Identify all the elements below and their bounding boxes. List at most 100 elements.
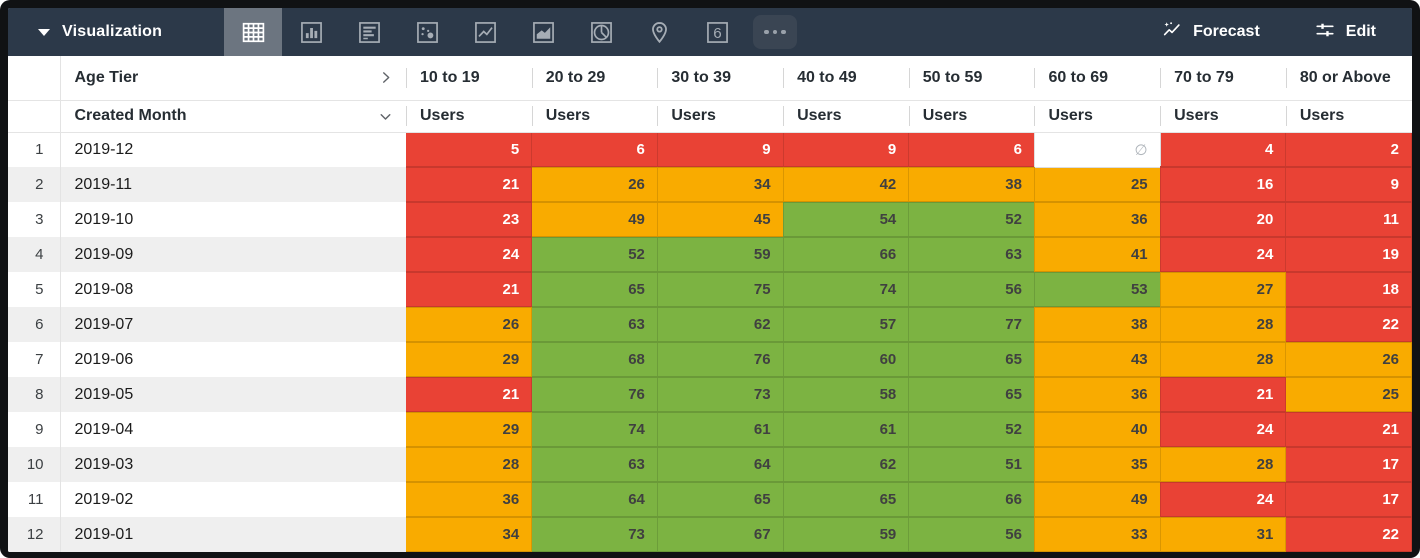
value-cell[interactable]: 67	[657, 517, 784, 552]
value-cell[interactable]: 2	[1285, 132, 1412, 168]
value-cell[interactable]: 42	[783, 167, 910, 203]
column-header-6[interactable]: 60 to 69	[1034, 56, 1161, 101]
value-cell[interactable]: 28	[1160, 342, 1287, 378]
value-cell[interactable]: 54	[783, 202, 910, 238]
value-cell[interactable]: 35	[1034, 447, 1161, 483]
month-cell[interactable]: 2019-11	[59, 167, 406, 202]
value-cell[interactable]: 76	[531, 377, 658, 413]
more-options-icon[interactable]	[746, 8, 804, 56]
month-cell[interactable]: 2019-03	[59, 447, 406, 482]
value-cell[interactable]: 62	[657, 307, 784, 343]
measure-header-8[interactable]: Users	[1285, 100, 1412, 133]
value-cell[interactable]: 74	[783, 272, 910, 308]
value-cell[interactable]: 49	[531, 202, 658, 238]
value-cell[interactable]: 66	[783, 237, 910, 273]
month-cell[interactable]: 2019-09	[59, 237, 406, 272]
value-cell[interactable]: 36	[406, 482, 533, 518]
value-cell[interactable]: 34	[657, 167, 784, 203]
value-cell[interactable]: 65	[908, 342, 1035, 378]
value-cell[interactable]: 26	[531, 167, 658, 203]
null-value-cell[interactable]: ∅	[1033, 131, 1161, 168]
visualization-section-toggle[interactable]: Visualization	[8, 8, 224, 56]
value-cell[interactable]: 65	[908, 377, 1035, 413]
value-cell[interactable]: 28	[1160, 447, 1287, 483]
value-cell[interactable]: 25	[1285, 377, 1412, 413]
column-header-2[interactable]: 20 to 29	[531, 56, 658, 101]
value-cell[interactable]: 28	[1160, 307, 1287, 343]
value-cell[interactable]: 18	[1285, 272, 1412, 308]
value-cell[interactable]: 9	[1285, 167, 1412, 203]
value-cell[interactable]: 66	[908, 482, 1035, 518]
value-cell[interactable]: 26	[1285, 342, 1412, 378]
month-cell[interactable]: 2019-05	[59, 377, 406, 412]
value-cell[interactable]: 9	[657, 132, 784, 168]
value-cell[interactable]: 27	[1160, 272, 1287, 308]
value-cell[interactable]: 52	[531, 237, 658, 273]
value-cell[interactable]: 24	[1160, 482, 1287, 518]
value-cell[interactable]: 22	[1285, 307, 1412, 343]
value-cell[interactable]: 21	[406, 272, 533, 308]
month-cell[interactable]: 2019-04	[59, 412, 406, 447]
value-cell[interactable]: 65	[657, 482, 784, 518]
month-cell[interactable]: 2019-08	[59, 272, 406, 307]
value-cell[interactable]: 57	[783, 307, 910, 343]
value-cell[interactable]: 34	[406, 517, 533, 552]
value-cell[interactable]: 22	[1285, 517, 1412, 552]
value-cell[interactable]: 38	[908, 167, 1035, 203]
value-cell[interactable]: 49	[1034, 482, 1161, 518]
value-cell[interactable]: 36	[1034, 202, 1161, 238]
value-cell[interactable]: 73	[657, 377, 784, 413]
value-cell[interactable]: 25	[1034, 167, 1161, 203]
month-cell[interactable]: 2019-02	[59, 482, 406, 517]
month-cell[interactable]: 2019-07	[59, 307, 406, 342]
value-cell[interactable]: 24	[1160, 237, 1287, 273]
column-header-7[interactable]: 70 to 79	[1160, 56, 1286, 101]
month-cell[interactable]: 2019-06	[59, 342, 406, 377]
value-cell[interactable]: 21	[1285, 412, 1412, 448]
value-cell[interactable]: 68	[531, 342, 658, 378]
value-cell[interactable]: 24	[1160, 412, 1287, 448]
measure-header-6[interactable]: Users	[1034, 100, 1161, 133]
single-value-icon[interactable]: 6	[688, 8, 746, 56]
value-cell[interactable]: 63	[531, 307, 658, 343]
column-chart-icon[interactable]	[282, 8, 340, 56]
value-cell[interactable]: 11	[1285, 202, 1412, 238]
value-cell[interactable]: 16	[1160, 167, 1287, 203]
month-cell[interactable]: 2019-01	[59, 517, 406, 552]
value-cell[interactable]: 59	[657, 237, 784, 273]
column-header-3[interactable]: 30 to 39	[657, 56, 784, 101]
row-dimension-header[interactable]: Created Month	[59, 100, 406, 133]
value-cell[interactable]: 4	[1160, 132, 1287, 168]
value-cell[interactable]: 33	[1034, 517, 1161, 552]
value-cell[interactable]: 52	[908, 412, 1035, 448]
value-cell[interactable]: 9	[783, 132, 910, 168]
value-cell[interactable]: 76	[657, 342, 784, 378]
measure-header-1[interactable]: Users	[406, 100, 532, 133]
measure-header-2[interactable]: Users	[531, 100, 658, 133]
value-cell[interactable]: 17	[1285, 447, 1412, 483]
value-cell[interactable]: 45	[657, 202, 784, 238]
line-chart-icon[interactable]	[456, 8, 514, 56]
value-cell[interactable]: 63	[531, 447, 658, 483]
value-cell[interactable]: 21	[406, 167, 533, 203]
value-cell[interactable]: 62	[783, 447, 910, 483]
area-chart-icon[interactable]	[514, 8, 572, 56]
map-pin-icon[interactable]	[630, 8, 688, 56]
value-cell[interactable]: 17	[1285, 482, 1412, 518]
value-cell[interactable]: 40	[1034, 412, 1161, 448]
edit-button[interactable]: Edit	[1314, 19, 1376, 46]
value-cell[interactable]: 65	[531, 272, 658, 308]
column-header-8[interactable]: 80 or Above	[1285, 56, 1412, 101]
value-cell[interactable]: 53	[1034, 272, 1161, 308]
value-cell[interactable]: 19	[1285, 237, 1412, 273]
value-cell[interactable]: 31	[1160, 517, 1287, 552]
measure-header-4[interactable]: Users	[783, 100, 909, 133]
value-cell[interactable]: 60	[783, 342, 910, 378]
value-cell[interactable]: 43	[1034, 342, 1161, 378]
value-cell[interactable]: 74	[531, 412, 658, 448]
value-cell[interactable]: 5	[406, 132, 533, 168]
month-cell[interactable]: 2019-10	[59, 202, 406, 237]
pivot-dimension-header[interactable]: Age Tier	[59, 56, 406, 101]
value-cell[interactable]: 38	[1034, 307, 1161, 343]
value-cell[interactable]: 36	[1034, 377, 1161, 413]
